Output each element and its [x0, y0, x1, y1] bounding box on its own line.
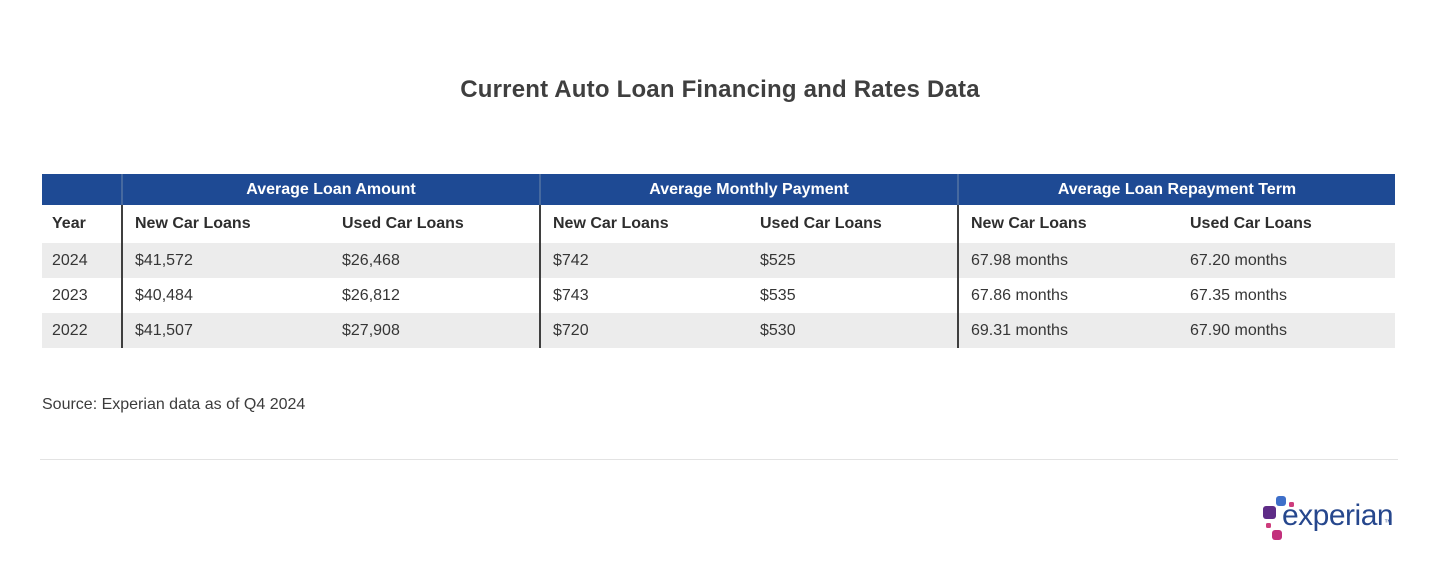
experian-wordmark: experian: [1282, 499, 1394, 532]
table-cell: $41,572: [121, 243, 330, 278]
table-cell: $40,484: [121, 278, 330, 313]
group-header-average-loan-amount: Average Loan Amount: [121, 174, 540, 205]
logo-blue-square-icon: [1276, 496, 1286, 506]
logo-pink-dot-icon: [1266, 523, 1271, 528]
year-cell: 2024: [42, 243, 122, 278]
table-row-2023: 2023 $40,484 $26,812 $743 $535 67.86 mon…: [42, 278, 1396, 313]
group-header-average-loan-repayment-term: Average Loan Repayment Term: [956, 174, 1396, 205]
year-cell: 2022: [42, 313, 122, 348]
group-header-row: Average Loan Amount Average Monthly Paym…: [42, 174, 1396, 205]
table-cell: $41,507: [121, 313, 330, 348]
table-row-2022: 2022 $41,507 $27,908 $720 $530 69.31 mon…: [42, 313, 1396, 348]
column-header-loan-amount-used: Used Car Loans: [330, 205, 540, 243]
experian-logo: experian ™: [1256, 488, 1406, 548]
table-cell: 67.20 months: [1178, 243, 1396, 278]
table-cell: 67.35 months: [1178, 278, 1396, 313]
footer-divider: [40, 459, 1398, 460]
table-cell: $26,468: [330, 243, 540, 278]
column-header-year: Year: [42, 205, 122, 243]
table-cell: 67.90 months: [1178, 313, 1396, 348]
table-cell: 67.86 months: [957, 278, 1178, 313]
table-cell: $525: [748, 243, 958, 278]
column-header-repayment-term-used: Used Car Loans: [1178, 205, 1396, 243]
table-cell: $27,908: [330, 313, 540, 348]
table-cell: 69.31 months: [957, 313, 1178, 348]
table-cell: $26,812: [330, 278, 540, 313]
table-cell: $743: [539, 278, 748, 313]
sub-header-row: Year New Car Loans Used Car Loans New Ca…: [42, 205, 1396, 243]
table-cell: $530: [748, 313, 958, 348]
column-header-monthly-payment-new: New Car Loans: [539, 205, 748, 243]
table-cell: $535: [748, 278, 958, 313]
logo-pink-dot-icon: [1289, 502, 1294, 507]
column-header-repayment-term-new: New Car Loans: [957, 205, 1178, 243]
table-row-2024: 2024 $41,572 $26,468 $742 $525 67.98 mon…: [42, 243, 1396, 278]
table-cell: 67.98 months: [957, 243, 1178, 278]
group-header-average-monthly-payment: Average Monthly Payment: [539, 174, 958, 205]
logo-purple-square-icon: [1263, 506, 1276, 519]
table-cell: $720: [539, 313, 748, 348]
header-year-spacer: [42, 174, 122, 205]
logo-magenta-square-icon: [1272, 530, 1282, 540]
auto-loan-data-table: Average Loan Amount Average Monthly Paym…: [42, 174, 1396, 348]
page-title: Current Auto Loan Financing and Rates Da…: [460, 76, 980, 103]
table-cell: $742: [539, 243, 748, 278]
trademark-symbol: ™: [1384, 518, 1392, 527]
column-header-monthly-payment-used: Used Car Loans: [748, 205, 958, 243]
source-note: Source: Experian data as of Q4 2024: [42, 396, 306, 413]
column-header-loan-amount-new: New Car Loans: [121, 205, 330, 243]
year-cell: 2023: [42, 278, 122, 313]
